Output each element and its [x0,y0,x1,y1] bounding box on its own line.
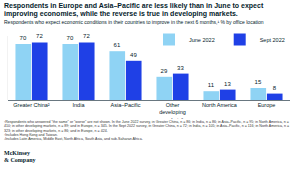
svg-text:8: 8 [273,85,277,91]
svg-text:June 2022: June 2022 [189,37,215,43]
svg-text:49: 49 [130,52,137,58]
svg-text:70: 70 [67,35,74,41]
html-text:Respondents who expect economi: Respondents who expect economic conditio… [4,19,264,25]
svg-text:61: 61 [114,42,121,48]
svg-text:Greater China²: Greater China² [13,102,50,108]
svg-text:Asia–Pacific: Asia–Pacific [111,102,141,108]
svg-text:33: 33 [177,65,184,71]
svg-text:Sept 2022: Sept 2022 [260,37,285,43]
svg-text:Otherdevelopingmarkets³: Otherdevelopingmarkets³ [159,102,186,119]
html-text:Respondents in Europe and Asia: Respondents in Europe and Asia–Pacific a… [4,2,264,17]
svg-text:70: 70 [20,35,27,41]
svg-text:72: 72 [36,33,43,39]
svg-text:North America: North America [202,102,238,108]
html-text:¹Respondents who answered "the: ¹Respondents who answered "the same" or … [4,120,290,133]
svg-text:72: 72 [83,33,90,39]
html-text:McKinsey & Company: McKinsey & Company [4,150,36,163]
svg-text:11: 11 [208,82,215,88]
svg-text:29: 29 [161,68,168,74]
svg-text:Europe: Europe [258,102,276,108]
svg-text:India: India [73,102,86,108]
svg-text:13: 13 [224,81,231,87]
svg-text:15: 15 [255,79,262,85]
html-text:²Includes Hong Kong and Taiwan: ²Includes Hong Kong and Taiwan. [4,132,58,137]
html-text:³Includes Latin America, Middl: ³Includes Latin America, Middle East, No… [4,137,143,142]
